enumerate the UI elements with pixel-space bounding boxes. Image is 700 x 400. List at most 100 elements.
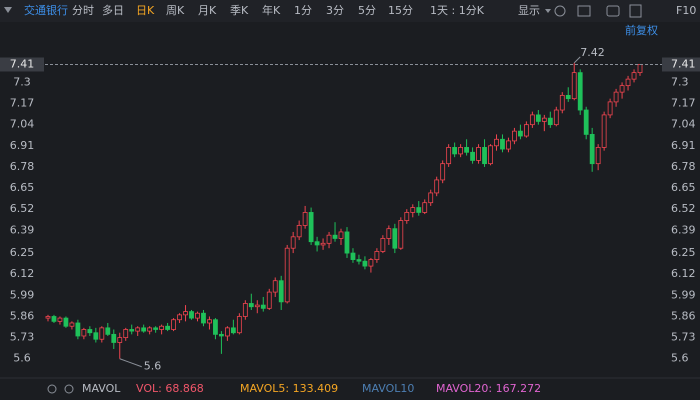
dropdown-icon[interactable] — [4, 7, 12, 13]
candle-body — [195, 312, 200, 319]
tab[interactable]: 1分 — [294, 4, 312, 17]
candle-body — [559, 94, 565, 111]
f10-button[interactable]: F10 — [676, 4, 696, 17]
y-tick-label-left: 6.12 — [10, 267, 35, 280]
y-tick-label: 6.91 — [671, 139, 696, 152]
max-pointer — [573, 56, 581, 64]
candle-body — [410, 207, 416, 213]
candle-body — [344, 231, 350, 254]
y-tick-label-left: 7.3 — [13, 75, 31, 88]
candle-body — [177, 314, 182, 321]
candle-body — [529, 114, 535, 126]
candle-body — [464, 147, 469, 153]
last-price-box — [662, 57, 700, 72]
copy-icon[interactable] — [629, 4, 642, 18]
candle-body — [434, 179, 440, 194]
candle-body — [230, 327, 236, 334]
adjust-mode[interactable]: 前复权 — [625, 23, 658, 37]
candle-body — [607, 101, 613, 116]
candle-body — [93, 332, 99, 340]
last-price-label: 7.41 — [10, 58, 35, 71]
candle-body — [470, 151, 475, 161]
candle-body — [278, 280, 284, 303]
max-label: 7.42 — [580, 46, 605, 59]
candle-body — [535, 114, 541, 122]
candle-body — [541, 117, 547, 122]
tab[interactable]: 多日 — [102, 3, 124, 17]
candle-body — [332, 234, 338, 239]
y-tick-label-left: 6.25 — [10, 246, 35, 259]
candle-body — [613, 91, 619, 103]
candle-body — [386, 228, 392, 239]
candle-body — [320, 242, 326, 246]
candle-body — [404, 212, 410, 221]
candle-body — [201, 312, 206, 324]
candle-body — [619, 85, 625, 93]
candle-body — [338, 231, 344, 239]
candle-body — [476, 147, 481, 161]
y-tick-label-left: 7.17 — [10, 97, 35, 110]
candle-body — [123, 329, 129, 339]
candle-body — [308, 212, 314, 243]
tab[interactable]: 15分 — [388, 4, 413, 17]
candle-body — [374, 251, 380, 260]
candle-body — [488, 145, 493, 165]
candle-body — [482, 147, 487, 165]
layout-icon[interactable] — [577, 5, 591, 17]
y-tick-label-left: 5.6 — [13, 352, 31, 365]
candle-body — [189, 311, 194, 319]
display-button[interactable]: 显示 — [518, 4, 540, 17]
y-tick-label: 6.65 — [671, 181, 696, 194]
y-tick-label-left: 7.04 — [10, 118, 35, 131]
candle-chart: 5.6 5.6 5.73 5.73 5.86 5.86 5.99 5.99 6.12 6.12 6.… — [0, 46, 700, 373]
tab[interactable]: 分时 — [72, 4, 94, 17]
tab[interactable]: 1天 : 1分K — [430, 4, 485, 17]
last-price-box — [0, 57, 44, 72]
candle-body — [326, 234, 332, 244]
y-tick-label: 7.04 — [671, 118, 696, 131]
y-tick-label-left: 5.99 — [10, 288, 35, 301]
tab[interactable]: 年K — [262, 3, 281, 17]
y-tick-label: 5.86 — [671, 309, 696, 322]
candle-body — [254, 304, 260, 308]
candle-body — [183, 311, 188, 316]
candle-body — [57, 317, 63, 322]
candle-body — [428, 192, 434, 204]
candle-body — [518, 130, 523, 137]
tab[interactable]: 周K — [166, 4, 185, 17]
tab[interactable]: 季K — [230, 4, 249, 17]
gear-icon[interactable] — [47, 384, 57, 394]
stock-name[interactable]: 交通银行 — [24, 3, 68, 17]
candle-body — [458, 147, 464, 155]
candle-body — [392, 228, 398, 249]
candle-body — [135, 327, 141, 332]
candle-body — [81, 329, 87, 337]
candle-body — [631, 72, 637, 80]
settings-icon[interactable] — [554, 5, 566, 17]
candle-body — [242, 303, 248, 317]
indicator-value: VOL: 68.868 — [136, 382, 204, 395]
camera-icon[interactable] — [606, 5, 620, 17]
candle-body — [523, 124, 529, 137]
candle-body — [547, 117, 553, 126]
tab[interactable]: 月K — [198, 4, 217, 17]
y-tick-label: 6.12 — [671, 267, 696, 280]
candle-body — [314, 241, 320, 246]
candle-body — [577, 72, 583, 111]
indicator-name[interactable]: MAVOL — [82, 382, 121, 395]
candle-body — [129, 329, 135, 332]
y-tick-label-left: 6.78 — [10, 160, 35, 173]
candle-body — [63, 317, 69, 327]
tab[interactable]: 5分 — [358, 4, 376, 17]
candle-body — [494, 138, 499, 147]
close-icon[interactable] — [64, 384, 74, 394]
candle-body — [219, 333, 224, 337]
tab[interactable]: 3分 — [326, 4, 344, 17]
indicator-value: MAVOL10 — [362, 382, 414, 395]
tab[interactable]: 日K — [136, 4, 155, 17]
candle-body — [446, 147, 452, 165]
candle-body — [350, 252, 356, 260]
last-price-label: 7.41 — [671, 58, 696, 71]
candle-body — [506, 140, 511, 150]
